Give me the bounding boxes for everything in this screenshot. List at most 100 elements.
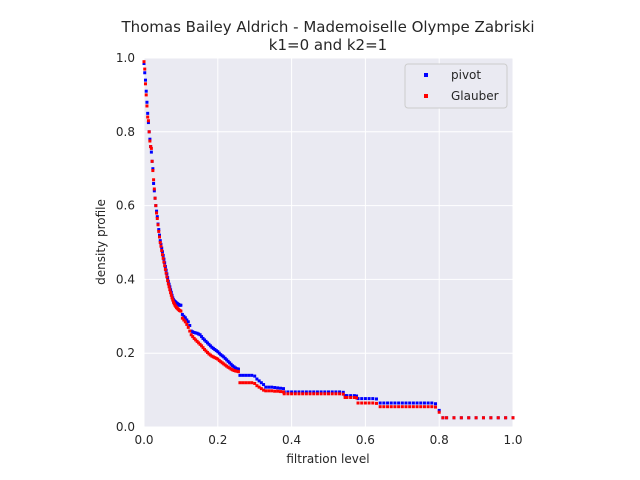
data-point [511,416,515,420]
data-point [142,62,146,66]
data-point [236,367,240,371]
data-point [151,169,155,173]
data-point [149,145,153,149]
data-point [156,223,160,227]
data-point [430,401,434,405]
data-point [389,405,393,409]
data-point [149,146,153,150]
data-point [143,78,147,82]
data-point [338,392,342,396]
data-point [169,293,173,297]
data-point [276,389,280,393]
data-point [426,401,430,405]
data-point [155,211,159,215]
data-point [145,100,149,104]
data-point [270,389,274,393]
data-point [360,397,364,401]
x-tick-label: 0.8 [430,433,449,447]
data-point [279,390,283,394]
data-point [244,373,248,377]
data-point [267,389,271,393]
data-point [152,189,156,193]
data-point [349,394,353,398]
data-point [253,374,257,378]
data-point [411,401,415,405]
data-point [343,395,347,399]
data-point [250,373,254,377]
data-point [150,159,154,163]
data-point [382,405,386,409]
data-point [153,196,157,200]
data-point [276,386,280,390]
y-tick-label: 0.6 [116,199,135,213]
data-point [419,405,423,409]
data-point [304,392,308,396]
data-point [143,67,147,71]
data-point [241,381,245,385]
data-point [148,137,152,141]
y-tick-label: 1.0 [116,51,135,65]
data-point [360,401,364,405]
data-point [259,387,263,391]
data-point [162,260,166,264]
data-point [374,401,378,405]
data-point [404,401,408,405]
data-point [434,402,438,406]
data-point [430,405,434,409]
data-point [255,384,259,388]
tick-labels: 0.0 0.2 0.4 0.6 0.8 1.0 0.0 0.2 0.4 0.6 0.8 1.0 [116,51,523,447]
data-point [371,401,375,405]
data-point [297,390,301,394]
data-point [158,235,161,239]
data-point [250,381,254,385]
plot-area [144,58,513,427]
data-point [323,392,327,396]
data-point [159,244,163,248]
data-point [146,111,150,115]
data-point [330,390,334,394]
data-point [371,397,375,401]
data-point [183,316,187,320]
data-point [143,82,147,86]
data-point [474,416,478,420]
data-point [290,392,294,396]
data-point [286,392,290,396]
data-point [489,416,493,420]
data-point [238,373,242,377]
data-point [142,60,146,64]
data-point [201,346,205,350]
data-point [419,401,423,405]
data-point [312,390,316,394]
data-point [389,401,393,405]
legend-marker-glauber [424,94,428,98]
data-point [273,389,277,393]
y-tick-label: 0.2 [116,346,135,360]
data-point [382,401,386,405]
data-point [352,394,356,398]
series-glauber [142,60,515,420]
data-point [411,405,415,409]
data-point [297,392,301,396]
chart-title-line2: k1=0 and k2=1 [269,36,387,54]
data-point [179,303,183,307]
data-point [367,397,371,401]
x-tick-label: 0.4 [282,433,301,447]
data-point [408,401,412,405]
data-point [160,249,164,253]
data-point [386,401,390,405]
data-point [183,320,187,324]
data-point [481,416,485,420]
data-point [281,390,285,394]
y-tick-label: 0.8 [116,125,135,139]
data-point [352,395,356,399]
data-point [264,385,268,389]
data-point [422,401,426,405]
data-point [367,401,371,405]
data-point [319,392,323,396]
data-point [345,395,349,399]
data-point [293,392,297,396]
data-point [171,298,175,302]
data-point [185,322,189,326]
x-tick-label: 0.2 [208,433,227,447]
